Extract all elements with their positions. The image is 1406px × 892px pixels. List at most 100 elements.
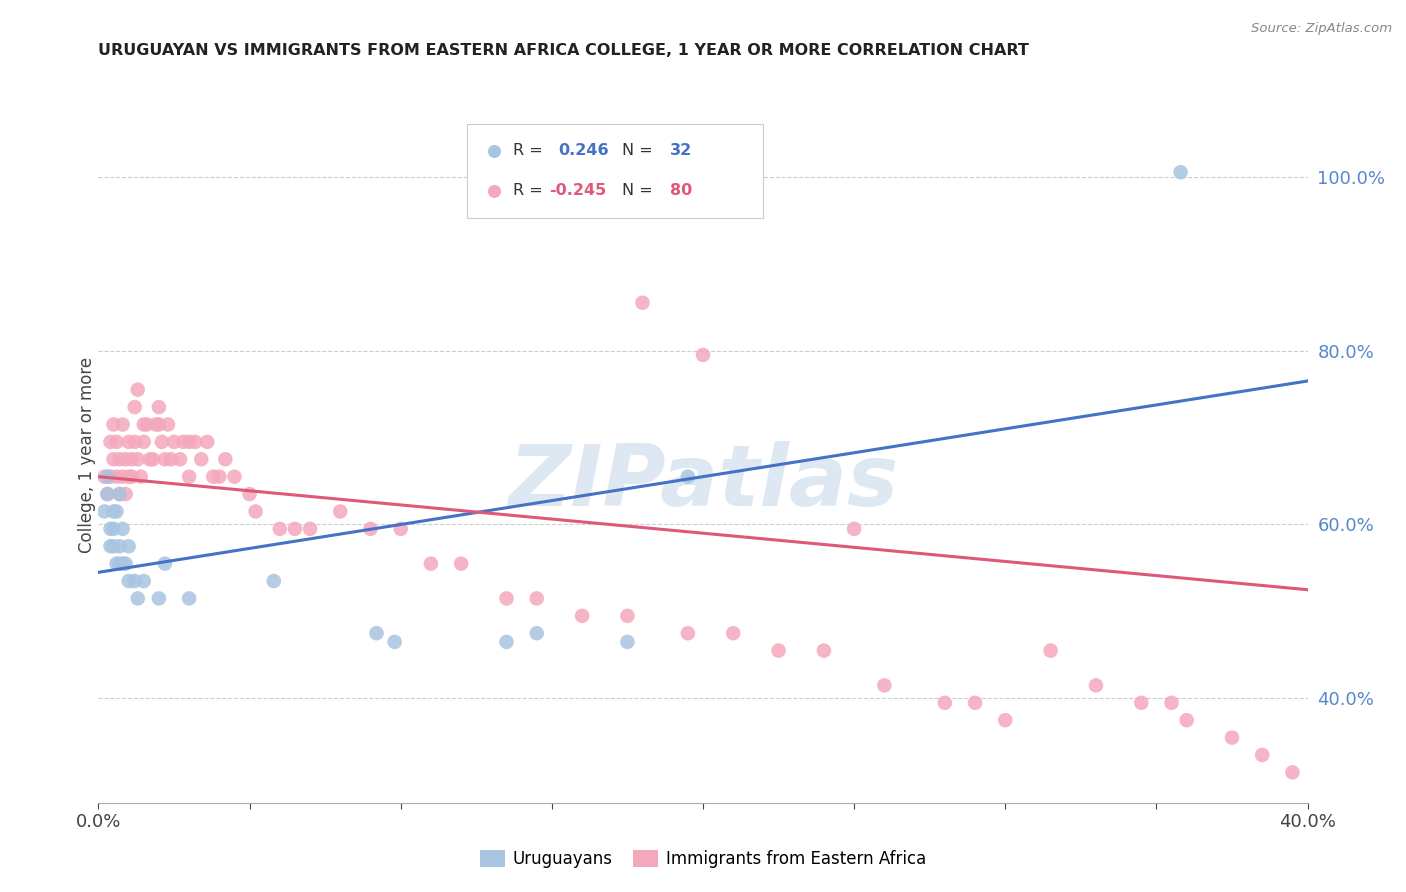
Point	[142, 452, 165, 467]
Text: R =: R =	[513, 144, 548, 159]
Point	[132, 574, 155, 588]
Point	[114, 487, 136, 501]
Point	[96, 487, 118, 501]
Point	[103, 504, 125, 518]
Point	[108, 487, 131, 501]
Point	[1175, 713, 1198, 727]
Point	[1160, 696, 1182, 710]
Point	[105, 434, 128, 449]
Point	[208, 469, 231, 483]
Point	[111, 469, 134, 483]
Point	[114, 452, 136, 467]
Point	[384, 635, 406, 649]
Point	[111, 557, 134, 571]
Point	[100, 522, 122, 536]
Point	[676, 626, 699, 640]
Text: N =: N =	[621, 144, 658, 159]
Point	[100, 469, 122, 483]
Point	[135, 417, 157, 432]
Point	[124, 400, 146, 414]
Point	[195, 434, 218, 449]
Point	[873, 678, 896, 692]
Point	[190, 452, 212, 467]
Point	[127, 591, 149, 606]
Point	[366, 626, 388, 640]
Point	[965, 696, 987, 710]
Point	[269, 522, 291, 536]
Point	[100, 434, 122, 449]
Point	[108, 487, 131, 501]
Text: R =: R =	[513, 183, 548, 198]
Point	[202, 469, 225, 483]
FancyBboxPatch shape	[467, 124, 763, 219]
Point	[263, 574, 285, 588]
Point	[571, 608, 593, 623]
Point	[1039, 643, 1062, 657]
Point	[224, 469, 246, 483]
Point	[1281, 765, 1303, 780]
Point	[676, 469, 699, 483]
Point	[844, 522, 866, 536]
Point	[96, 487, 118, 501]
Point	[129, 469, 152, 483]
Point	[721, 626, 744, 640]
Point	[148, 400, 170, 414]
Point	[495, 635, 517, 649]
Point	[132, 417, 155, 432]
Point	[121, 469, 143, 483]
Point	[145, 417, 167, 432]
Point	[100, 539, 122, 553]
Point	[768, 643, 790, 657]
Point	[329, 504, 352, 518]
Point	[124, 574, 146, 588]
Point	[118, 469, 141, 483]
Point	[93, 504, 115, 518]
Point	[111, 522, 134, 536]
Point	[526, 626, 548, 640]
Point	[1220, 731, 1243, 745]
Point	[108, 557, 131, 571]
Point	[114, 557, 136, 571]
Point	[526, 591, 548, 606]
Point	[127, 383, 149, 397]
Text: N =: N =	[621, 183, 658, 198]
Point	[419, 557, 441, 571]
Point	[616, 608, 638, 623]
Point	[132, 434, 155, 449]
Point	[1076, 224, 1098, 238]
Point	[103, 417, 125, 432]
Point	[450, 557, 472, 571]
Point	[1076, 274, 1098, 288]
Point	[156, 417, 179, 432]
Point	[93, 469, 115, 483]
Point	[163, 434, 186, 449]
Text: URUGUAYAN VS IMMIGRANTS FROM EASTERN AFRICA COLLEGE, 1 YEAR OR MORE CORRELATION : URUGUAYAN VS IMMIGRANTS FROM EASTERN AFR…	[98, 43, 1029, 58]
Text: 0.246: 0.246	[558, 144, 609, 159]
Y-axis label: College, 1 year or more: College, 1 year or more	[79, 357, 96, 553]
Point	[1251, 747, 1274, 762]
Point	[108, 539, 131, 553]
Point	[96, 469, 118, 483]
Text: 32: 32	[671, 144, 693, 159]
Point	[299, 522, 322, 536]
Point	[103, 452, 125, 467]
Point	[153, 452, 176, 467]
Point	[118, 539, 141, 553]
Point	[103, 539, 125, 553]
Point	[631, 295, 654, 310]
Point	[389, 522, 412, 536]
Point	[153, 557, 176, 571]
Point	[105, 504, 128, 518]
Point	[360, 522, 382, 536]
Point	[103, 522, 125, 536]
Point	[177, 591, 201, 606]
Point	[121, 452, 143, 467]
Point	[118, 434, 141, 449]
Point	[111, 417, 134, 432]
Point	[239, 487, 262, 501]
Point	[105, 557, 128, 571]
Point	[139, 452, 162, 467]
Point	[284, 522, 307, 536]
Point	[160, 452, 183, 467]
Point	[108, 452, 131, 467]
